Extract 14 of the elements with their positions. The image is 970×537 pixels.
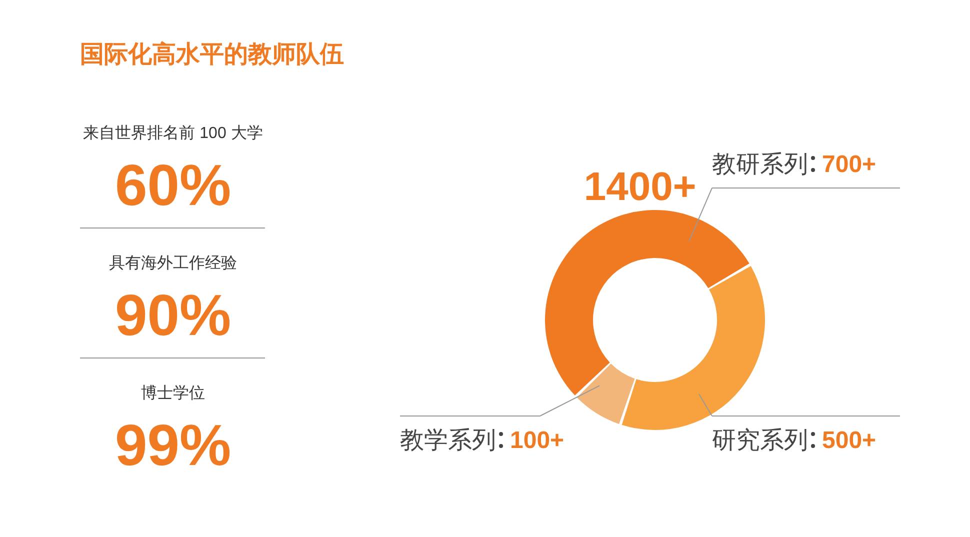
slice-label: 研究系列: [712, 427, 808, 454]
text: 国际化高水平的教师队伍: [80, 40, 344, 68]
category-label: 博士学位: [141, 384, 205, 402]
slice-label: 教研系列: [712, 151, 808, 178]
data-label: 99%: [114, 413, 232, 478]
data-label: 90%: [114, 283, 232, 348]
data-label: 60%: [114, 153, 232, 218]
data-label: 500+: [822, 427, 876, 454]
data-label: 700+: [822, 151, 876, 178]
data-label: 100+: [510, 427, 564, 454]
category-label: 来自世界排名前 100 大学: [83, 124, 263, 142]
slice-label: 教学系列: [400, 427, 496, 454]
category-label: 具有海外工作经验: [109, 255, 237, 272]
text: 1400+: [584, 165, 696, 209]
